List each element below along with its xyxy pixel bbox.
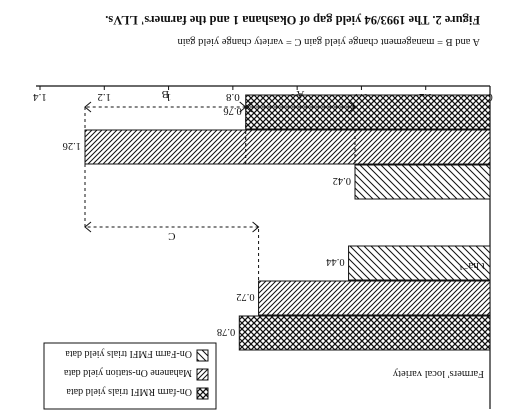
legend-swatch	[196, 349, 209, 362]
legend-item: On-farm RMFI trials yield data	[66, 386, 209, 400]
bar-value-label: 0.76	[223, 105, 241, 116]
gap-annotations: A B C	[84, 88, 356, 280]
arrow-head	[252, 221, 260, 233]
bar-value-label: 0.44	[325, 256, 344, 267]
legend-label: On-Farm FMFI trials yield data	[65, 348, 192, 359]
bar	[84, 129, 491, 165]
bar	[354, 164, 491, 200]
legend-label: On-farm RMFI trials yield data	[66, 386, 192, 397]
bar	[238, 315, 491, 351]
figure-caption: Figure 2. The 1993/94 yield gap of Okash…	[105, 13, 480, 27]
bar-value-label: 0.78	[217, 326, 235, 337]
legend-item: Mahanene On-station yield data	[63, 367, 209, 381]
legend-swatch	[196, 368, 209, 381]
bar	[348, 245, 491, 281]
x-tick-label: 0.8	[225, 91, 239, 103]
annotation-letter: A	[296, 88, 304, 100]
legend-item: On-Farm FMFI trials yield data	[65, 348, 209, 362]
x-axis-label: t ha⁻¹	[459, 260, 484, 272]
legend: On-farm RMFI trials yield data Mahanene O…	[43, 342, 217, 410]
category-label: Farmers' local variety	[392, 368, 484, 379]
x-tick-label: 1.4	[33, 91, 47, 103]
legend-label: Mahanene On-station yield data	[63, 367, 192, 378]
figure-subcaption: A and B = management change yield gain C…	[177, 36, 480, 47]
bar	[245, 94, 491, 130]
legend-swatch	[196, 387, 209, 400]
legend-box	[43, 342, 217, 410]
category-group: Okashana 10.761.260.42	[63, 94, 491, 200]
x-tick-label: 1	[166, 91, 172, 103]
bar-series: Farmers' local variety0.780.720.44Okasha…	[63, 94, 491, 379]
annotation-letter: C	[168, 230, 175, 242]
annotation-letter: B	[162, 88, 169, 100]
bar-value-label: 1.26	[63, 140, 81, 151]
bar	[258, 280, 491, 316]
category-group: Farmers' local variety 0.78 0.72 0.44	[217, 245, 491, 379]
x-tick-label: 1.2	[97, 91, 111, 103]
annotation-c: C	[84, 221, 260, 242]
bar-value-label: 0.42	[333, 175, 351, 186]
bar-value-label: 0.72	[236, 291, 254, 302]
